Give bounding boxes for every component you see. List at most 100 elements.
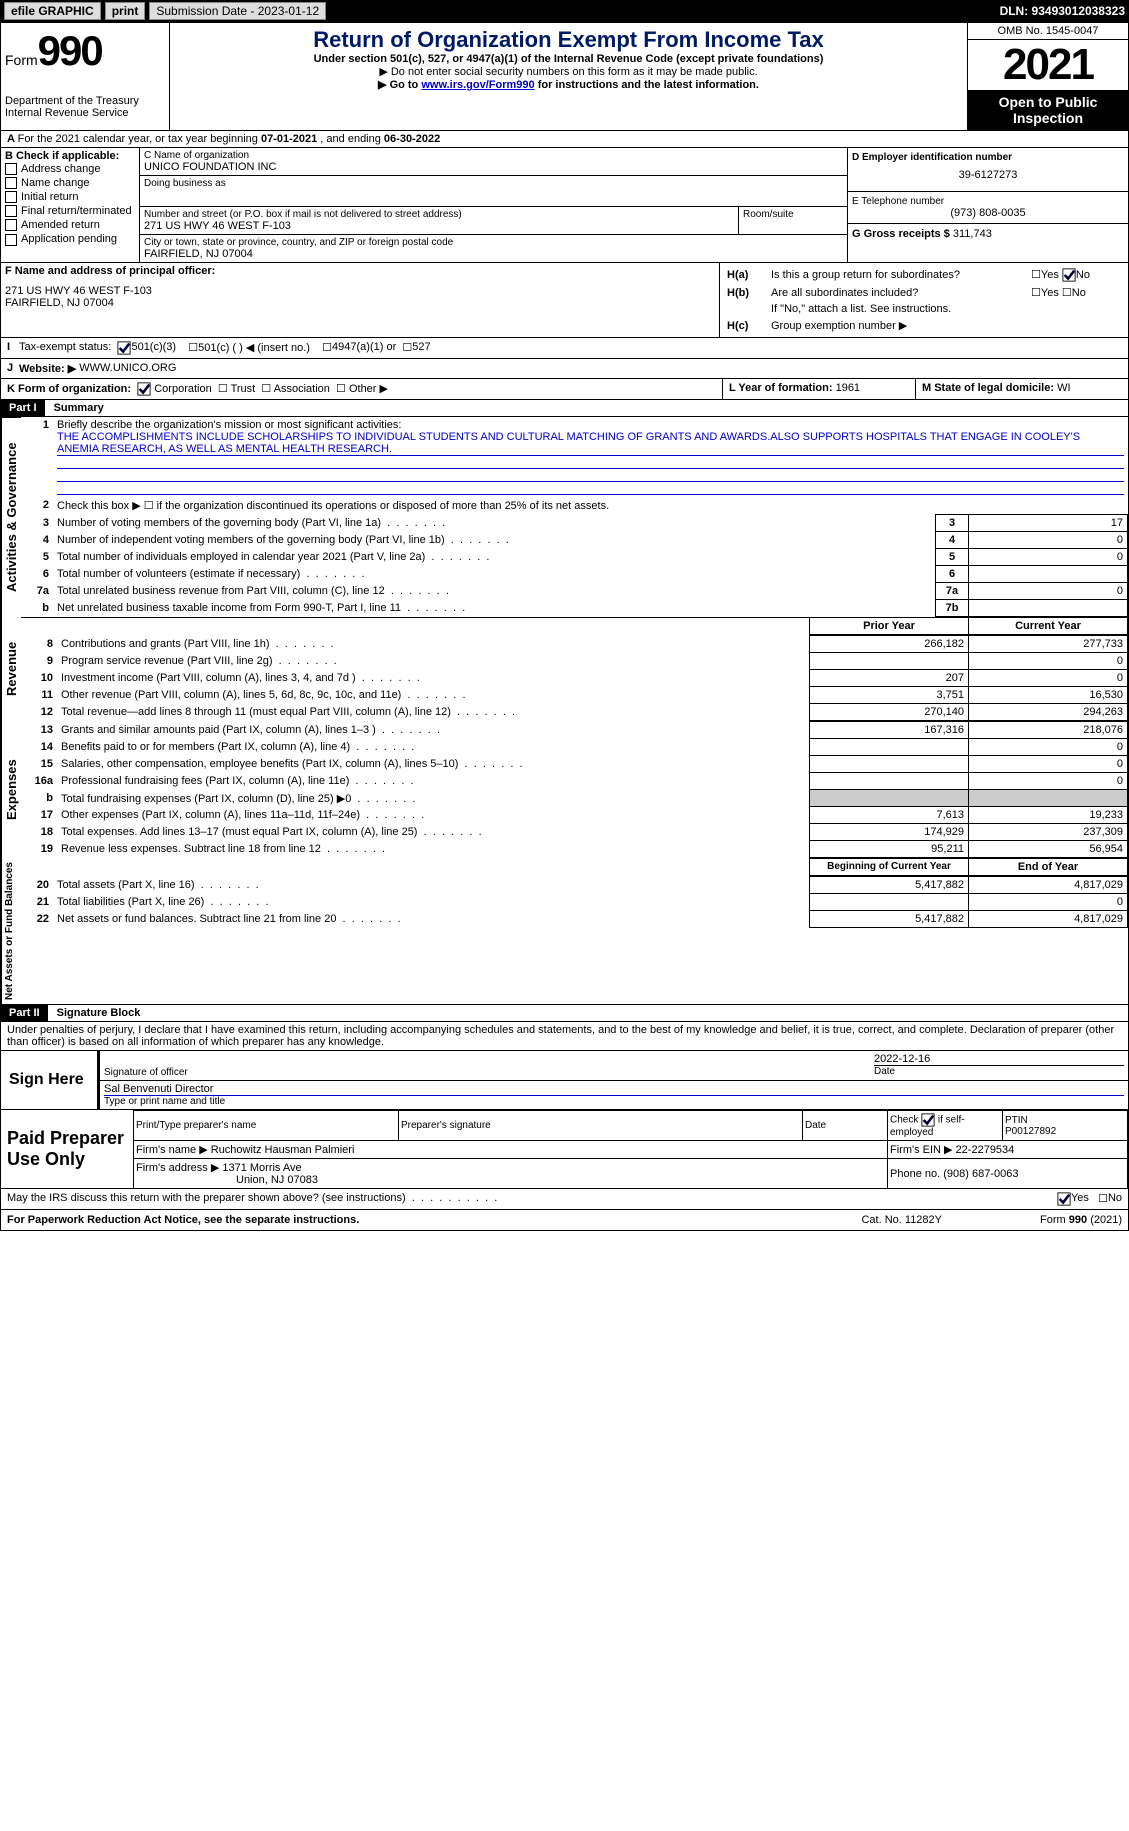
line-text: Total number of individuals employed in …	[53, 549, 936, 566]
opt-4947: 4947(a)(1) or	[332, 341, 396, 355]
ha-label: H(a)	[726, 267, 768, 283]
line-text: Total number of volunteers (estimate if …	[53, 566, 936, 583]
part2-title: Signature Block	[51, 1005, 147, 1021]
opt-trust: Trust	[231, 383, 256, 395]
line-num: 20	[17, 877, 53, 894]
opt-501c: 501(c) ( ) ◀ (insert no.)	[198, 341, 310, 355]
line-num: 10	[21, 670, 57, 687]
sign-here-label: Sign Here	[1, 1051, 99, 1110]
form990-link[interactable]: www.irs.gov/Form990	[421, 79, 534, 91]
hc-text: Group exemption number ▶	[770, 318, 1122, 333]
prior-value: 266,182	[810, 636, 969, 653]
prior-value: 167,316	[810, 722, 969, 739]
firm-ein: 22-2279534	[956, 1144, 1015, 1156]
prior-year-hdr: Prior Year	[810, 618, 969, 635]
hb-note: If "No," attach a list. See instructions…	[770, 302, 1122, 316]
check-app-pending[interactable]: Application pending	[5, 232, 135, 246]
prior-value	[810, 739, 969, 756]
j-text: Website: ▶	[19, 362, 76, 375]
sig-date: 2022-12-16	[874, 1053, 1124, 1065]
revenue-label: Revenue	[1, 617, 21, 721]
l-label: L Year of formation:	[729, 382, 833, 394]
current-value: 0	[969, 756, 1128, 773]
print-button[interactable]: print	[105, 2, 146, 20]
paid-preparer: Paid Preparer Use Only Print/Type prepar…	[1, 1110, 1128, 1189]
current-value: 0	[969, 739, 1128, 756]
check-name-change[interactable]: Name change	[5, 176, 135, 190]
officer-name-label: Type or print name and title	[104, 1096, 1124, 1107]
line-text: Grants and similar amounts paid (Part IX…	[57, 722, 810, 739]
sign-here: Sign Here Signature of officer 2022-12-1…	[1, 1051, 1128, 1110]
firm-ein-label: Firm's EIN ▶	[890, 1144, 953, 1156]
line-num: 13	[21, 722, 57, 739]
line-text: Contributions and grants (Part VIII, lin…	[57, 636, 810, 653]
part1-header: Part I Summary	[1, 400, 1128, 417]
officer-addr2: FAIRFIELD, NJ 07004	[5, 297, 715, 309]
form-ref: Form 990 (2021)	[942, 1214, 1122, 1226]
efile-button[interactable]: efile GRAPHIC	[4, 2, 101, 20]
current-year-hdr: Current Year	[969, 618, 1128, 635]
dba-label: Doing business as	[144, 178, 843, 189]
open-to-public: Open to Public Inspection	[968, 90, 1128, 130]
line-text: Total fundraising expenses (Part IX, col…	[57, 790, 810, 807]
firm-addr1: 1371 Morris Ave	[222, 1162, 301, 1174]
city-label: City or town, state or province, country…	[144, 237, 843, 248]
room-label: Room/suite	[738, 207, 847, 234]
check-initial-return[interactable]: Initial return	[5, 190, 135, 204]
prior-value: 270,140	[810, 704, 969, 721]
header: Form990 Department of the Treasury Inter…	[1, 23, 1128, 131]
irs-label: Internal Revenue Service	[5, 107, 165, 119]
ha-text: Is this a group return for subordinates?	[770, 267, 1028, 283]
line-num: 18	[21, 824, 57, 841]
hb-label: H(b)	[726, 285, 768, 300]
line-text: Total expenses. Add lines 13–17 (must eq…	[57, 824, 810, 841]
line-num: 11	[21, 687, 57, 704]
org-name: UNICO FOUNDATION INC	[144, 161, 843, 173]
firm-addr2: Union, NJ 07083	[136, 1174, 885, 1186]
line-text: Total liabilities (Part X, line 26) . . …	[53, 894, 810, 911]
line-text: Number of independent voting members of …	[53, 532, 936, 549]
current-value: 4,817,029	[969, 877, 1128, 894]
m-label: M State of legal domicile:	[922, 382, 1054, 394]
activities-label: Activities & Governance	[1, 417, 21, 617]
part2-header: Part II Signature Block	[1, 1005, 1128, 1022]
check-icon	[137, 382, 151, 396]
prior-value: 3,751	[810, 687, 969, 704]
line-text: Number of voting members of the governin…	[53, 515, 936, 532]
line-text: Other expenses (Part IX, column (A), lin…	[57, 807, 810, 824]
line-num: 5	[21, 549, 53, 566]
subtitle-2: ▶ Do not enter social security numbers o…	[174, 65, 963, 78]
opt-527: 527	[412, 341, 430, 355]
line-text: Benefits paid to or for members (Part IX…	[57, 739, 810, 756]
revenue-section: Revenue Prior Year Current Year 8 Contri…	[1, 617, 1128, 721]
line-text: Net assets or fund balances. Subtract li…	[53, 911, 810, 928]
check-address-change[interactable]: Address change	[5, 162, 135, 176]
part1-title: Summary	[48, 400, 110, 416]
omb-number: OMB No. 1545-0047	[968, 23, 1128, 40]
ptin-value: P00127892	[1005, 1126, 1125, 1137]
ein: 39-6127273	[852, 163, 1124, 187]
line-num: 6	[21, 566, 53, 583]
sub3-post: for instructions and the latest informat…	[535, 79, 759, 91]
gross-receipts: 311,743	[953, 228, 992, 240]
end-year-hdr: End of Year	[969, 859, 1128, 876]
discuss-row: May the IRS discuss this return with the…	[1, 1189, 1128, 1210]
part1-body: Activities & Governance 1 Briefly descri…	[1, 417, 1128, 617]
line-num: 14	[21, 739, 57, 756]
line-num: 15	[21, 756, 57, 773]
prior-value	[810, 790, 969, 807]
a-mid: , and ending	[317, 133, 384, 145]
info-row: B Check if applicable: Address change Na…	[1, 148, 1128, 263]
prep-sig-hdr: Preparer's signature	[399, 1111, 803, 1141]
paid-prep-label: Paid Preparer Use Only	[1, 1111, 134, 1189]
check-amended[interactable]: Amended return	[5, 218, 135, 232]
form-number: Form990	[5, 27, 165, 75]
i-label: I	[7, 341, 19, 355]
line-value	[969, 566, 1128, 583]
current-value: 16,530	[969, 687, 1128, 704]
i-row: I Tax-exempt status: 501(c)(3) ☐ 501(c) …	[1, 338, 1128, 359]
check-final-return[interactable]: Final return/terminated	[5, 204, 135, 218]
expenses-label: Expenses	[1, 721, 21, 858]
e-label: E Telephone number	[852, 196, 1124, 207]
sig-officer-label: Signature of officer	[104, 1067, 866, 1078]
